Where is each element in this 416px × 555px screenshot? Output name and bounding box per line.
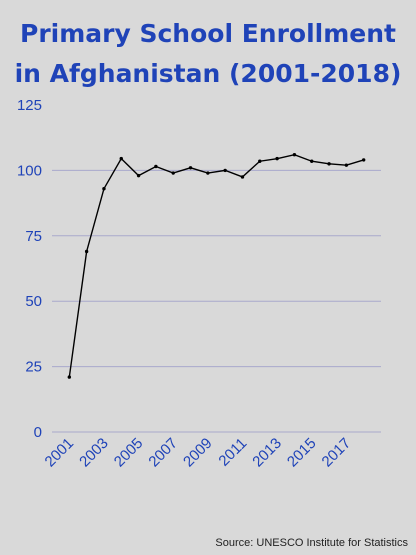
data-point bbox=[171, 171, 175, 175]
source-note: Source: UNESCO Institute for Statistics bbox=[215, 537, 408, 549]
x-tick-label: 2009 bbox=[180, 435, 216, 471]
y-tick-label: 25 bbox=[25, 359, 42, 376]
x-tick-label: 2013 bbox=[249, 435, 285, 471]
x-tick-label: 2011 bbox=[215, 435, 250, 470]
data-point bbox=[327, 162, 331, 166]
data-point bbox=[258, 159, 262, 163]
data-point bbox=[206, 171, 210, 175]
data-point bbox=[361, 158, 366, 162]
series-line bbox=[68, 153, 364, 378]
x-tick-label: 2017 bbox=[319, 435, 355, 471]
x-tick-label: 2015 bbox=[284, 435, 320, 471]
data-point bbox=[275, 156, 279, 161]
data-point bbox=[292, 153, 297, 157]
x-tick-label: 2007 bbox=[145, 435, 181, 471]
data-point bbox=[223, 168, 227, 173]
y-tick-label: 125 bbox=[17, 97, 42, 114]
series-enrollment bbox=[67, 153, 366, 379]
chart-title: Primary School Enrollment in Afghanistan… bbox=[15, 19, 402, 88]
y-tick-label: 0 bbox=[34, 424, 42, 441]
gridlines bbox=[52, 169, 381, 433]
data-point bbox=[102, 187, 106, 191]
x-tick-label: 2001 bbox=[42, 435, 78, 471]
data-point bbox=[119, 156, 123, 161]
data-point bbox=[136, 173, 141, 178]
chart-title-line-2: in Afghanistan (2001-2018) bbox=[15, 59, 402, 88]
data-point bbox=[84, 249, 89, 254]
y-axis-ticks: 0 25 50 75 100 125 bbox=[17, 97, 42, 441]
chart-title-line-1: Primary School Enrollment bbox=[20, 19, 396, 48]
data-point bbox=[240, 175, 245, 179]
y-tick-label: 50 bbox=[25, 293, 42, 310]
y-tick-label: 100 bbox=[17, 162, 42, 179]
y-tick-label: 75 bbox=[25, 228, 42, 245]
x-tick-label: 2005 bbox=[111, 435, 147, 471]
x-tick-label: 2003 bbox=[76, 435, 112, 471]
data-point bbox=[154, 164, 158, 169]
x-axis-ticks: 2001 2003 2005 2007 2009 2011 2013 2015 2017 bbox=[42, 435, 355, 471]
data-point bbox=[310, 159, 314, 163]
data-point bbox=[344, 163, 349, 167]
data-point bbox=[188, 166, 193, 170]
data-point bbox=[67, 375, 72, 379]
